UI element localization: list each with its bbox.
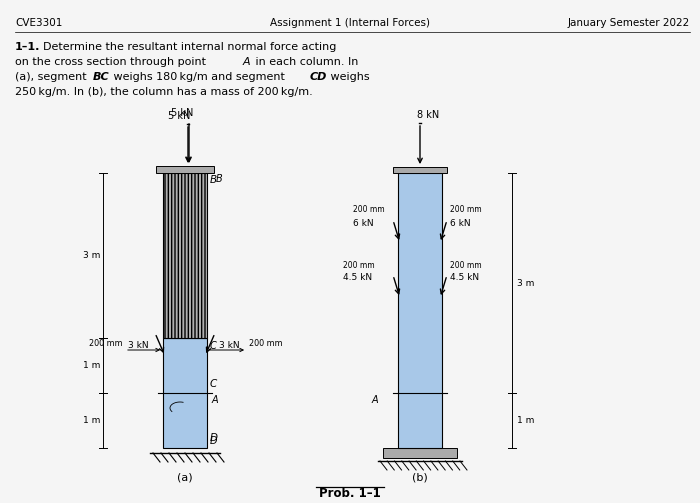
Text: C: C [210, 379, 217, 389]
Text: weighs: weighs [327, 72, 370, 82]
Text: 3 kN: 3 kN [128, 342, 148, 351]
Text: 3 m: 3 m [83, 251, 100, 260]
Text: January Semester 2022: January Semester 2022 [568, 18, 690, 28]
Text: 200 mm: 200 mm [249, 339, 283, 348]
Text: on the cross section through point: on the cross section through point [15, 57, 209, 67]
Text: 5 kN: 5 kN [168, 111, 190, 121]
Text: 4.5 kN: 4.5 kN [343, 274, 372, 283]
Text: B: B [210, 175, 217, 185]
Text: 200 mm: 200 mm [353, 206, 384, 214]
Text: C: C [210, 341, 217, 351]
Text: B: B [216, 174, 223, 184]
Text: (b): (b) [412, 472, 428, 482]
Text: (a): (a) [177, 472, 192, 482]
Text: CD: CD [310, 72, 328, 82]
Text: 1 m: 1 m [83, 416, 100, 425]
Text: 3 kN: 3 kN [219, 342, 239, 351]
Text: 200 mm: 200 mm [343, 261, 374, 270]
Text: BC: BC [93, 72, 110, 82]
Text: 6 kN: 6 kN [353, 218, 374, 227]
Text: D: D [210, 433, 218, 443]
Text: 200 mm: 200 mm [450, 261, 482, 270]
Bar [163, 173, 207, 338]
Text: CVE3301: CVE3301 [15, 18, 62, 28]
Text: 1 m: 1 m [83, 361, 100, 370]
Text: in each column. In: in each column. In [252, 57, 358, 67]
Text: 1 m: 1 m [517, 416, 534, 425]
Text: 250 kg/m. In (b), the column has a mass of 200 kg/m.: 250 kg/m. In (b), the column has a mass … [15, 87, 313, 97]
Bar [383, 448, 457, 458]
Text: Assignment 1 (Internal Forces): Assignment 1 (Internal Forces) [270, 18, 430, 28]
Text: (a), segment: (a), segment [15, 72, 90, 82]
Text: Determine the resultant internal normal force acting: Determine the resultant internal normal … [43, 42, 337, 52]
Text: 5 kN: 5 kN [171, 108, 193, 118]
Text: 1–1.: 1–1. [15, 42, 41, 52]
Text: 200 mm: 200 mm [90, 339, 123, 348]
Text: 200 mm: 200 mm [450, 206, 482, 214]
Text: 8 kN: 8 kN [417, 110, 440, 120]
Text: D: D [210, 436, 218, 446]
Text: 3 m: 3 m [517, 279, 534, 288]
Text: A: A [372, 395, 378, 405]
Text: A: A [212, 395, 218, 405]
Text: A: A [243, 57, 251, 67]
Bar [163, 338, 207, 448]
Text: 6 kN: 6 kN [450, 218, 470, 227]
Text: weighs 180 kg/m and segment: weighs 180 kg/m and segment [110, 72, 288, 82]
Bar [398, 173, 442, 448]
Bar [156, 166, 214, 173]
Text: 4.5 kN: 4.5 kN [450, 274, 479, 283]
Text: Prob. 1–1: Prob. 1–1 [319, 487, 381, 500]
Bar [393, 167, 447, 173]
